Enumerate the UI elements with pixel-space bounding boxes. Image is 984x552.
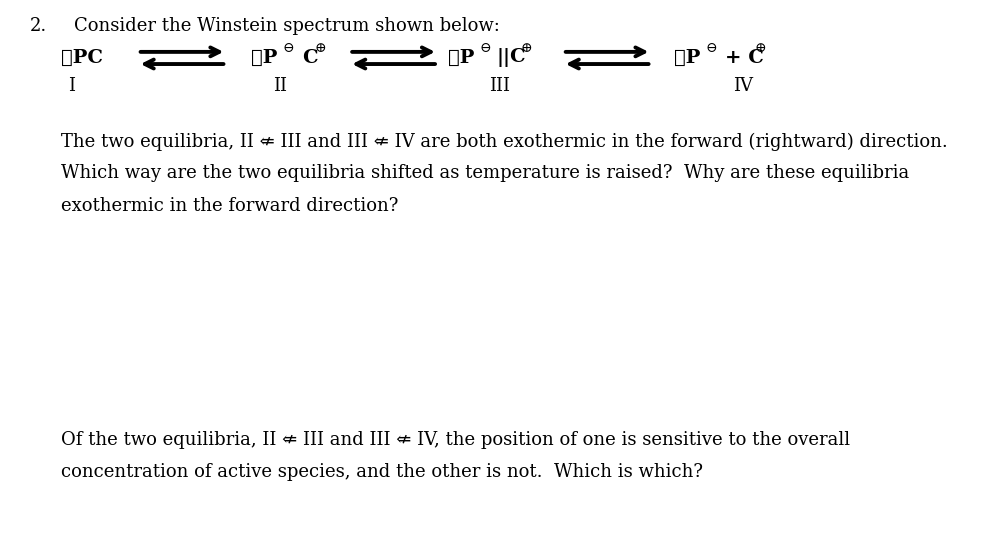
- Text: III: III: [489, 77, 511, 94]
- Text: + C: + C: [725, 49, 765, 67]
- Text: exothermic in the forward direction?: exothermic in the forward direction?: [61, 197, 399, 215]
- Text: Of the two equilibria, II ⇍ III and III ⇍ IV, the position of one is sensitive t: Of the two equilibria, II ⇍ III and III …: [61, 431, 850, 449]
- Text: II: II: [274, 77, 287, 94]
- Text: ∿P: ∿P: [251, 49, 277, 67]
- Text: ⊕: ⊕: [315, 41, 327, 55]
- Text: ∿P: ∿P: [674, 49, 701, 67]
- Text: 2.: 2.: [30, 17, 47, 35]
- Text: IV: IV: [733, 77, 753, 94]
- Text: ⊖: ⊖: [282, 41, 294, 55]
- Text: ⊕: ⊕: [521, 41, 532, 55]
- Text: Which way are the two equilibria shifted as temperature is raised?  Why are thes: Which way are the two equilibria shifted…: [61, 164, 909, 183]
- Text: ||C: ||C: [497, 49, 526, 67]
- Text: ∿P: ∿P: [448, 49, 474, 67]
- Text: I: I: [68, 77, 76, 94]
- Text: Consider the Winstein spectrum shown below:: Consider the Winstein spectrum shown bel…: [74, 17, 500, 35]
- Text: ⊖: ⊖: [706, 41, 717, 55]
- Text: ∿PC: ∿PC: [61, 49, 103, 67]
- Text: ⊕: ⊕: [755, 41, 767, 55]
- Text: concentration of active species, and the other is not.  Which is which?: concentration of active species, and the…: [61, 463, 703, 481]
- Text: ⊖: ⊖: [479, 41, 491, 55]
- Text: C: C: [302, 49, 318, 67]
- Text: The two equilibria, II ⇍ III and III ⇍ IV are both exothermic in the forward (ri: The two equilibria, II ⇍ III and III ⇍ I…: [61, 132, 948, 151]
